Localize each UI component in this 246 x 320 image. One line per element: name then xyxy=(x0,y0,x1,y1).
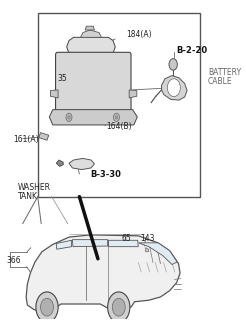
Polygon shape xyxy=(69,158,94,170)
FancyBboxPatch shape xyxy=(56,52,131,113)
Polygon shape xyxy=(162,76,187,100)
Circle shape xyxy=(36,292,58,320)
Circle shape xyxy=(112,298,125,316)
Polygon shape xyxy=(85,26,94,30)
Polygon shape xyxy=(108,240,138,247)
Polygon shape xyxy=(39,132,49,140)
Polygon shape xyxy=(56,160,63,166)
Polygon shape xyxy=(50,90,58,98)
Circle shape xyxy=(68,116,70,119)
Polygon shape xyxy=(73,240,108,247)
Polygon shape xyxy=(49,110,137,125)
Polygon shape xyxy=(67,37,115,56)
Text: 161(A): 161(A) xyxy=(14,135,39,144)
Text: TANK: TANK xyxy=(18,192,38,201)
Circle shape xyxy=(108,292,130,320)
Polygon shape xyxy=(146,248,148,252)
Text: CABLE: CABLE xyxy=(208,77,232,86)
Text: 143: 143 xyxy=(140,234,155,243)
Circle shape xyxy=(66,113,72,122)
Text: 366: 366 xyxy=(6,256,21,265)
Text: WASHER: WASHER xyxy=(18,183,51,192)
Text: 184(A): 184(A) xyxy=(126,30,151,39)
Bar xyxy=(38,13,200,197)
Text: BATTERY: BATTERY xyxy=(208,68,241,77)
Polygon shape xyxy=(138,243,177,265)
Polygon shape xyxy=(56,240,72,249)
Text: B-3-30: B-3-30 xyxy=(90,170,121,179)
Text: 164(B): 164(B) xyxy=(106,122,132,131)
Circle shape xyxy=(115,116,118,119)
Circle shape xyxy=(41,298,53,316)
Circle shape xyxy=(113,113,120,122)
Polygon shape xyxy=(129,90,137,98)
Circle shape xyxy=(167,79,180,97)
Text: B-2-20: B-2-20 xyxy=(177,45,208,55)
Circle shape xyxy=(169,59,177,70)
Text: 35: 35 xyxy=(57,74,67,83)
Polygon shape xyxy=(80,30,101,37)
Polygon shape xyxy=(26,235,180,311)
Text: 65: 65 xyxy=(122,234,132,243)
